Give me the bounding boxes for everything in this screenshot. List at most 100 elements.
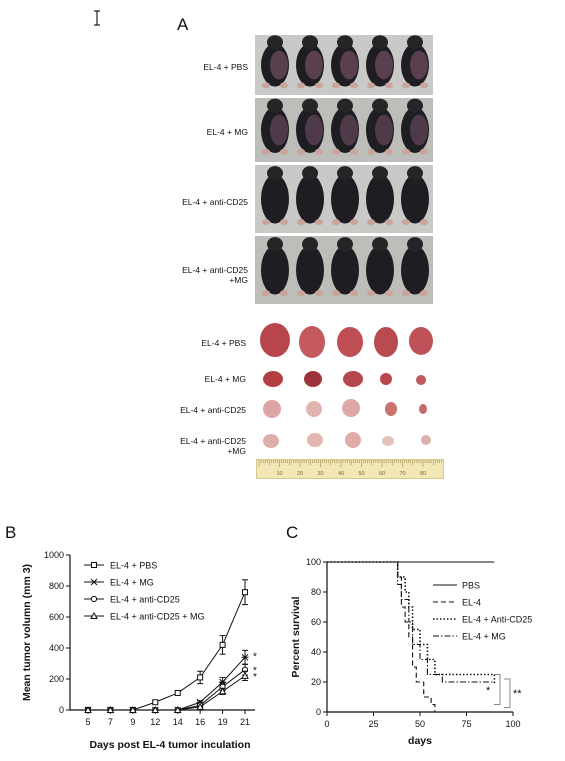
data-point: [241, 671, 249, 679]
data-point: [218, 687, 227, 695]
tumor-specimen: [380, 373, 392, 385]
x-tick-label: 21: [240, 717, 250, 727]
y-tick-label: 400: [49, 643, 64, 653]
legend-label: EL-4 + MG: [462, 632, 506, 642]
tumor-specimen: [306, 401, 322, 417]
ruler-label: 40: [338, 471, 344, 477]
mouse-figure: [331, 237, 359, 297]
x-tick-label: 7: [108, 717, 113, 727]
tumor-specimen: [421, 435, 431, 445]
data-point: [173, 705, 182, 713]
legend-label: EL-4 + Anti-CD25: [462, 615, 532, 625]
ruler-label: 60: [379, 471, 385, 477]
y-tick-label: 100: [306, 557, 321, 567]
data-point: [129, 705, 137, 713]
series-star: [84, 649, 249, 714]
mouse-figure: [296, 35, 324, 89]
tumor-specimens: [260, 323, 433, 448]
ruler-label: 20: [297, 471, 303, 477]
mouse-row-label: EL-4 + anti-CD25: [182, 197, 248, 207]
tumor-specimen: [345, 432, 361, 448]
tumor-specimen: [307, 433, 323, 447]
mouse-figure: [366, 35, 394, 89]
mouse-photo: [255, 35, 433, 95]
x-tick-label: 16: [195, 717, 205, 727]
ruler-label: 80: [420, 471, 426, 477]
significance-star: **: [513, 688, 522, 700]
x-axis-label: Days post EL-4 tumor inculation: [89, 739, 250, 751]
x-tick-label: 75: [461, 719, 471, 729]
data-point: [219, 678, 227, 686]
data-point: [151, 705, 160, 713]
survival-chart: 0 20 40 60 80 100 0 25 50 75 100 days Percent surviv…: [290, 557, 532, 747]
mouse-row-label: EL-4 + MG: [206, 127, 248, 137]
survival-curve: [327, 561, 495, 683]
data-point: [241, 653, 249, 661]
x-tick-label: 50: [415, 719, 425, 729]
data-point: [106, 705, 115, 713]
text-cursor-icon: [93, 10, 101, 26]
y-tick-label: 40: [311, 647, 321, 657]
y-tick-label: 20: [311, 677, 321, 687]
legend-label: EL-4 + MG: [110, 578, 154, 588]
ruler-label: 10: [276, 471, 282, 477]
mouse-figure: [401, 35, 429, 89]
mouse-photo: [255, 165, 433, 233]
data-point: [90, 595, 98, 603]
ruler-label: 70: [399, 471, 405, 477]
mouse-figure: [331, 35, 359, 89]
data-point: [90, 611, 98, 619]
data-point: [196, 702, 204, 710]
significance-star: *: [253, 666, 257, 677]
tumor-specimen: [263, 371, 283, 387]
significance-star: *: [253, 672, 257, 683]
x-tick-label: 25: [368, 719, 378, 729]
significance-star: *: [253, 651, 257, 662]
tumor-specimen: [385, 402, 397, 416]
tumor-specimen: [342, 399, 360, 417]
y-tick-label: 0: [316, 707, 321, 717]
data-point: [197, 674, 204, 681]
data-point: [242, 589, 248, 596]
significance-bracket: [493, 674, 501, 705]
significance-star: *: [486, 685, 491, 697]
tumor-specimen: [304, 371, 322, 387]
x-tick-label: 9: [130, 717, 135, 727]
mouse-figure: [296, 98, 324, 155]
tumor-row-label: EL-4 + anti-CD25: [180, 405, 246, 415]
mouse-row-label: EL-4 + PBS: [203, 62, 248, 72]
series-line: [88, 675, 246, 711]
tumor-row-label: EL-4 + MG: [204, 374, 246, 384]
ruler-label: 50: [358, 471, 364, 477]
mouse-figure: [401, 98, 429, 155]
mouse-row-label: EL-4 + anti-CD25 +MG: [182, 265, 248, 285]
tumor-volume-chart: 0 200 400 600 800 1000 5 7 9 12 14 16 19 21 Days post …: [21, 550, 257, 751]
mouse-photo: [255, 236, 433, 304]
tumor-row-label: EL-4 + PBS: [201, 338, 246, 348]
ruler: 10 20 30 40 50 60 70 80: [256, 459, 444, 479]
tumor-row-label: EL-4 + anti-CD25 +MG: [180, 436, 246, 456]
y-tick-label: 800: [49, 581, 64, 591]
mouse-figure: [401, 166, 429, 226]
y-tick-label: 80: [311, 587, 321, 597]
tumor-specimen: [299, 326, 325, 358]
mouse-figure: [331, 98, 359, 155]
tumor-specimen: [263, 434, 279, 448]
legend-label: EL-4 + PBS: [110, 561, 157, 571]
y-tick-label: 200: [49, 674, 64, 684]
data-point: [91, 562, 97, 568]
data-point: [152, 699, 159, 706]
data-point: [90, 578, 98, 586]
x-tick-label: 0: [324, 719, 329, 729]
x-axis-label: days: [408, 735, 432, 747]
mouse-figure: [261, 237, 289, 297]
y-tick-label: 600: [49, 612, 64, 622]
tumor-specimen: [409, 327, 433, 355]
x-tick-label: 100: [505, 719, 520, 729]
y-tick-label: 1000: [44, 550, 64, 560]
y-tick-label: 0: [59, 705, 64, 715]
tumor-specimen: [416, 375, 426, 385]
mouse-figure: [296, 166, 324, 226]
data-point: [219, 641, 226, 648]
panel-a-letter: A: [177, 15, 189, 34]
